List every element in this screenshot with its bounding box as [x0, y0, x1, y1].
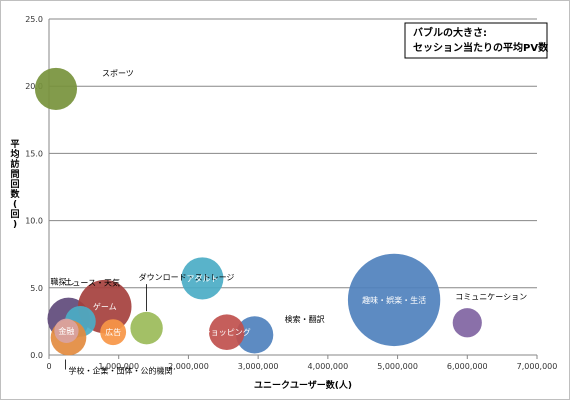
x-tick-label: 7,000,000	[517, 362, 558, 371]
y-tick-label: 15.0	[25, 149, 43, 158]
x-tick-label: 4,000,000	[307, 362, 348, 371]
bubble-label: スポーツ	[102, 69, 134, 78]
bubble	[100, 319, 127, 346]
size-legend-line1: バブルの大きさ:	[413, 26, 487, 39]
bubble-label: 趣味・娯楽・生活	[362, 295, 426, 305]
bubble-label: 金融	[58, 326, 74, 336]
y-tick-label: 5.0	[30, 284, 43, 293]
x-axis-title: ユニークユーザー数(人)	[254, 379, 352, 391]
bubble-label: ニュース・天気	[64, 277, 120, 287]
bubble	[181, 257, 224, 300]
y-axis-title: 平均訪問回数(回)	[10, 139, 20, 230]
x-tick-label: 0	[46, 362, 51, 371]
x-tick-label: 5,000,000	[377, 362, 418, 371]
bubble-label: アダルト	[186, 273, 218, 283]
size-legend-note: バブルの大きさ: セッション当たりの平均PV数	[404, 22, 549, 59]
bubble	[34, 67, 78, 110]
bubble	[130, 311, 163, 345]
x-tick-label: 6,000,000	[447, 362, 488, 371]
bubble-label: ダウンロード・ストレージ	[139, 272, 235, 282]
bubble	[208, 314, 245, 350]
x-tick-label: 2,000,000	[168, 362, 209, 371]
y-tick-label: 0.0	[30, 351, 43, 360]
bubble	[452, 308, 482, 338]
bubble-label: コミュニケーション	[455, 293, 527, 302]
x-tick-label: 3,000,000	[238, 362, 279, 371]
bubble-layer	[34, 67, 482, 356]
bubble-label: 職探し	[51, 277, 75, 287]
bubble-label: ゲーム	[93, 302, 117, 312]
y-tick-label: 25.0	[25, 15, 43, 24]
x-tick-label: 1,000,000	[98, 362, 139, 371]
bubble	[54, 318, 79, 343]
y-tick-label: 20.0	[25, 82, 43, 91]
bubble-label: 検索・翻訳	[285, 314, 325, 324]
bubble	[236, 316, 274, 354]
bubble	[347, 253, 441, 347]
bubble-label: ショッピング	[203, 327, 251, 337]
bubble-label: 学校・企業・団体・公的機関	[69, 366, 173, 376]
y-tick-label: 10.0	[25, 217, 43, 226]
axis-layer: 0.0 5.0 10.0 15.0 20.0 25.0 0 1,000,000 2,000,00…	[25, 15, 557, 371]
bubble-label: 広告	[105, 327, 121, 337]
size-legend-line2: セッション当たりの平均PV数	[413, 41, 549, 54]
svg-text:平均訪問回数(回): 平均訪問回数(回)	[10, 139, 20, 230]
